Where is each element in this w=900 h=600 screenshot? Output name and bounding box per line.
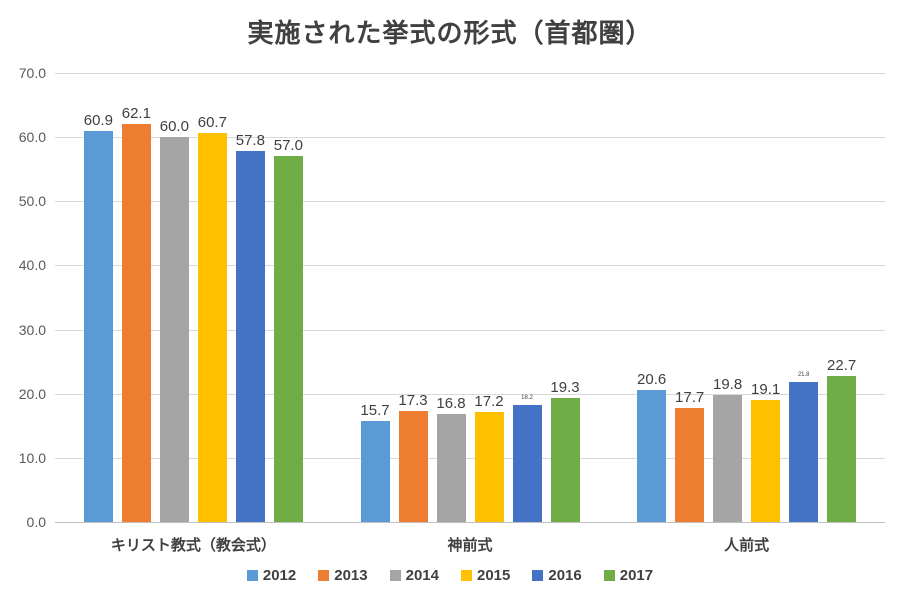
bar-2017: 22.7 <box>827 357 856 522</box>
bar-2017: 57.0 <box>274 137 303 522</box>
bar-2014: 19.8 <box>713 376 742 522</box>
bar-value-label: 60.7 <box>197 113 227 131</box>
bar-2013: 62.1 <box>122 105 151 522</box>
bar-value-label: 17.2 <box>474 392 504 410</box>
bar-value-label: 62.1 <box>121 104 151 122</box>
gridline <box>55 329 885 331</box>
bar-2013: 17.3 <box>398 392 428 522</box>
bar-2017: 19.3 <box>550 379 580 522</box>
legend-item-2015: 2015 <box>461 567 510 584</box>
legend-label: 2012 <box>262 567 297 584</box>
bar-value-label: 17.7 <box>675 389 705 407</box>
bar-group-3: 20.6 17.7 19.8 19.1 21.8 22.7 <box>637 73 856 522</box>
bar-value-label: 57.8 <box>235 132 265 150</box>
bar-2012: 60.9 <box>84 112 113 522</box>
y-axis-tick-label: 20.0 <box>18 385 46 402</box>
gridline <box>55 201 885 203</box>
x-axis-category-label: 神前式 <box>447 537 493 554</box>
chart-title: 実施された挙式の形式（首都圏） <box>247 18 653 48</box>
y-axis-tick-label: 60.0 <box>18 129 46 146</box>
bar-group-2: 15.7 17.3 16.8 17.2 18.2 19.3 <box>360 73 580 522</box>
legend-swatch-2013 <box>318 570 330 581</box>
bar-2014: 60.0 <box>160 118 189 522</box>
gridline <box>55 137 885 139</box>
legend-label: 2017 <box>619 567 654 584</box>
bar-2016: 57.8 <box>236 132 265 522</box>
bar-2013: 17.7 <box>675 389 704 522</box>
legend-item-2017: 2017 <box>603 567 654 584</box>
legend-swatch-2015 <box>461 570 472 581</box>
bar-value-label: 19.3 <box>550 379 580 397</box>
legend-item-2013: 2013 <box>318 567 368 584</box>
y-axis-tick-label: 70.0 <box>18 65 46 81</box>
gridline <box>55 265 885 267</box>
bar-2015: 19.1 <box>751 381 780 522</box>
bar-value-label: 19.1 <box>751 380 781 398</box>
y-axis-tick-label: 0.0 <box>26 514 46 530</box>
bar-value-label: 19.8 <box>713 376 743 393</box>
y-axis-tick-label: 10.0 <box>18 449 46 466</box>
bar-value-label: 16.8 <box>436 395 466 413</box>
legend-item-2014: 2014 <box>389 567 439 584</box>
plot-area: 60.9 62.1 60.0 60.7 57.8 57.0 15.7 17.3 16.8 17.2… <box>55 73 885 523</box>
y-axis-tick-label: 50.0 <box>18 193 46 210</box>
y-axis-tick-label: 40.0 <box>18 257 46 274</box>
y-axis-tick-label: 30.0 <box>18 321 46 338</box>
legend-item-2016: 2016 <box>532 567 582 584</box>
bar-group-1: 60.9 62.1 60.0 60.7 57.8 57.0 <box>84 73 303 522</box>
bar-value-label: 60.9 <box>83 112 113 130</box>
bar-value-label: 18.2 <box>521 395 533 402</box>
legend-item-2012: 2012 <box>246 567 297 584</box>
legend: 2012 2013 2014 2015 2016 2017 <box>0 567 900 584</box>
bar-2016: 21.8 <box>789 372 819 522</box>
gridline <box>55 73 885 74</box>
gridline <box>55 457 885 459</box>
bar-value-label: 21.8 <box>797 372 810 379</box>
legend-swatch-2016 <box>532 570 544 581</box>
bar-value-label: 17.3 <box>398 392 428 410</box>
gridline <box>55 393 885 395</box>
bar-value-label: 57.0 <box>273 137 303 155</box>
legend-label: 2015 <box>477 567 511 584</box>
gridline <box>55 522 885 523</box>
x-axis-category-label: 人前式 <box>724 537 770 554</box>
legend-swatch-2014 <box>389 570 401 581</box>
x-axis-category-label: キリスト教式（教会式） <box>110 537 276 554</box>
legend-label: 2016 <box>548 567 582 584</box>
legend-label: 2014 <box>405 567 439 584</box>
bar-value-label: 22.7 <box>827 357 857 375</box>
bar-2015: 17.2 <box>474 393 504 522</box>
bar-2012: 20.6 <box>637 371 666 522</box>
bar-2015: 60.7 <box>198 114 227 522</box>
bar-value-label: 20.6 <box>637 370 667 388</box>
bar-2016: 18.2 <box>512 395 542 522</box>
bar-2012: 15.7 <box>360 402 390 522</box>
bar-2014: 16.8 <box>436 395 466 522</box>
bar-value-label: 60.0 <box>159 118 189 136</box>
legend-label: 2013 <box>334 567 368 584</box>
legend-swatch-2017 <box>603 570 615 581</box>
bar-value-label: 15.7 <box>360 402 390 420</box>
legend-swatch-2012 <box>246 570 258 581</box>
